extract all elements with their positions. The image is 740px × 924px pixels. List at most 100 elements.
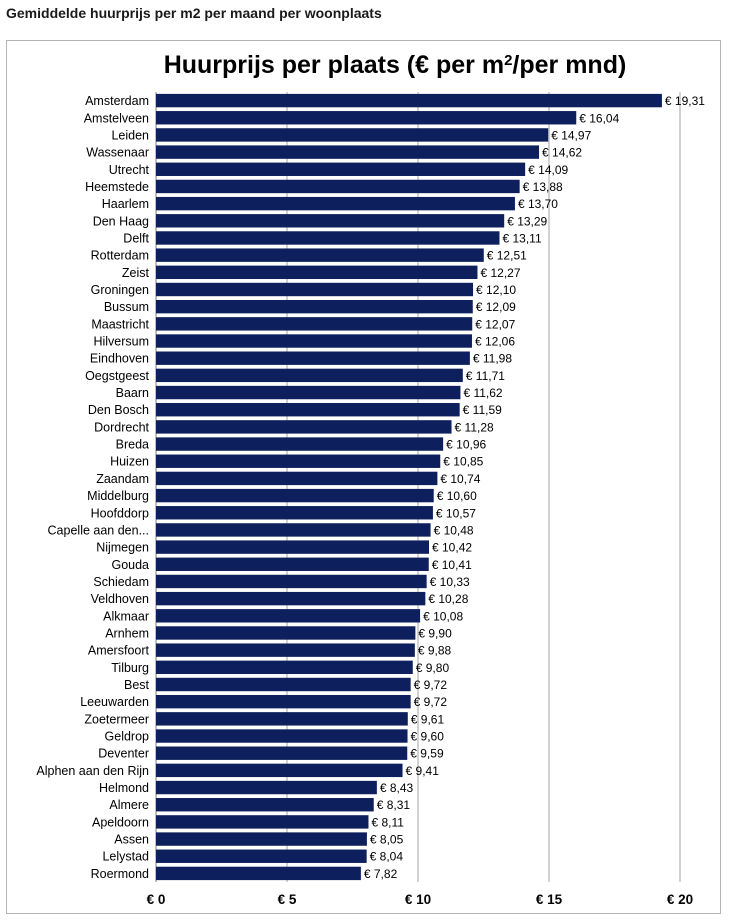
bar [156,694,411,709]
value-label: € 12,07 [475,317,515,331]
value-label: € 10,60 [437,489,477,503]
bar [156,385,461,400]
value-label: € 12,10 [476,283,516,297]
category-label: Gouda [111,558,149,572]
category-label: Apeldoorn [92,815,149,829]
bar [156,557,429,571]
value-label: € 11,71 [466,369,505,383]
page-heading: Gemiddelde huurprijs per m2 per maand pe… [6,5,382,21]
value-label: € 19,31 [665,94,705,108]
bar [156,403,460,417]
bar [156,660,413,675]
category-label: Helmond [99,781,149,795]
bar [156,351,470,365]
value-label: € 8,31 [377,798,411,812]
value-label: € 10,33 [430,575,470,589]
category-label: Wassenaar [86,146,149,160]
category-label: Utrecht [109,163,150,177]
category-label: Amsterdam [85,94,149,108]
category-label: Schiedam [93,575,149,589]
value-label: € 11,28 [455,420,494,434]
bar [156,214,505,228]
category-label: Leeuwarden [80,695,149,709]
bar [156,282,474,297]
value-label: € 9,72 [414,695,448,709]
category-label: Best [124,678,150,692]
bar [156,231,500,245]
bar [156,145,540,159]
value-label: € 10,57 [436,506,476,520]
value-label: € 11,59 [463,403,502,417]
category-label: Arnhem [105,626,149,640]
category-label: Amersfoort [88,644,150,658]
value-label: € 9,61 [411,712,445,726]
value-label: € 16,04 [579,111,619,125]
value-label: € 10,42 [432,541,472,555]
category-label: Amstelveen [84,111,149,125]
category-label: Almere [109,798,149,812]
bar [156,420,452,434]
bars [156,93,662,881]
bar [156,626,416,640]
category-label: Veldhoven [91,592,149,606]
category-label: Tilburg [111,661,149,675]
bar [156,111,577,125]
bar [156,265,478,280]
value-label: € 12,09 [476,300,516,314]
value-label: € 10,41 [432,558,472,572]
bar [156,729,408,743]
value-label: € 14,97 [551,128,591,142]
category-label: Eindhoven [90,352,149,366]
bar [156,368,463,383]
bar [156,93,662,108]
category-label: Delft [123,231,149,245]
value-label: € 9,60 [411,730,445,744]
value-label: € 10,96 [446,438,486,452]
value-label: € 13,70 [518,197,558,211]
category-label: Haarlem [102,197,149,211]
bar [156,162,526,176]
category-label: Groningen [91,283,149,297]
category-label: Alphen aan den Rijn [36,764,149,778]
category-label: Bussum [104,300,149,314]
value-label: € 10,74 [440,472,480,486]
category-label: Hilversum [93,335,149,349]
bar [156,866,361,881]
category-label: Roermond [91,867,149,881]
value-label: € 13,88 [523,180,563,194]
category-label: Rotterdam [91,249,149,263]
bar [156,523,431,537]
bar [156,471,438,486]
value-label: € 11,62 [463,386,502,400]
category-label: Oegstgeest [85,369,149,383]
category-label: Middelburg [87,489,149,503]
value-label: € 8,43 [380,781,414,795]
value-label: € 10,08 [423,609,463,623]
bar [156,763,403,778]
bar [156,849,367,863]
value-label: € 9,59 [410,747,444,761]
value-label: € 10,85 [443,455,483,469]
category-label: Breda [116,438,149,452]
bar [156,643,415,657]
x-tick-label: € 10 [405,892,431,907]
category-label: Capelle aan den... [48,523,149,537]
x-tick-label: € 5 [278,892,297,907]
category-label: Maastricht [91,317,149,331]
value-label: € 14,62 [542,146,582,160]
x-tick-label: € 0 [147,892,166,907]
bar [156,179,520,194]
category-label: Huizen [110,455,149,469]
bar [156,299,473,314]
value-label: € 9,90 [418,626,452,640]
category-label: Den Haag [93,214,149,228]
bar [156,506,433,520]
category-label: Heemstede [85,180,149,194]
bar [156,540,430,554]
category-label: Den Bosch [88,403,149,417]
bar [156,437,444,451]
bar [156,128,549,142]
bar [156,780,377,795]
category-labels: Amsterdam Amstelveen Leiden Wassenaar Utrech… [36,94,149,881]
value-label: € 9,88 [418,644,452,658]
